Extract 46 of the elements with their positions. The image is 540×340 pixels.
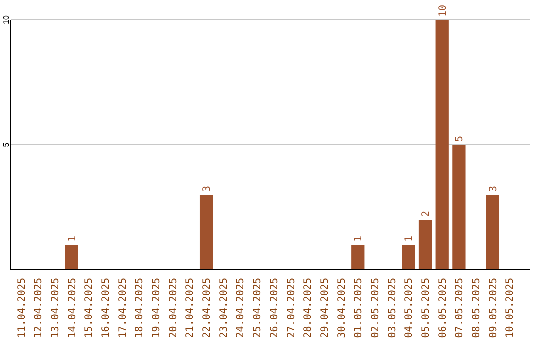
bar [352, 245, 365, 270]
x-tick-label: 17.04.2025 [118, 278, 129, 338]
x-tick-label: 23.04.2025 [218, 278, 230, 338]
x-tick-label: 25.04.2025 [252, 278, 264, 338]
x-tick-label: 09.05.2025 [488, 278, 500, 338]
x-tick-label: 20.04.2025 [168, 278, 180, 338]
x-tick-label: 30.04.2025 [336, 278, 348, 338]
x-tick-label: 11.04.2025 [16, 278, 28, 338]
bar [65, 245, 78, 270]
x-tick-label: 19.04.2025 [152, 278, 163, 338]
data-label: 1 [354, 236, 365, 242]
x-tick-label: 14.04.2025 [67, 278, 78, 338]
x-tick-label: 28.04.2025 [303, 278, 314, 338]
x-tick-label: 24.04.2025 [236, 278, 247, 338]
x-tick-label: 18.04.2025 [134, 278, 146, 338]
data-label: 2 [421, 210, 432, 217]
bar [418, 220, 432, 270]
x-tick-label: 02.05.2025 [370, 278, 382, 338]
data-label: 5 [454, 136, 466, 142]
x-tick-label: 22.04.2025 [202, 278, 214, 338]
x-tick-label: 13.04.2025 [50, 278, 62, 338]
bar [402, 245, 416, 270]
data-label: 3 [202, 186, 214, 192]
data-label: 10 [438, 4, 449, 17]
data-label: 3 [488, 186, 500, 192]
x-tick-label: 21.04.2025 [185, 278, 196, 338]
data-label: 1 [67, 236, 78, 242]
bar [200, 195, 214, 270]
x-tick-label: 10.05.2025 [505, 278, 516, 338]
bar [486, 195, 500, 270]
x-tick-label: 06.05.2025 [438, 278, 449, 338]
bar [452, 145, 466, 270]
x-tick-label: 15.04.2025 [84, 278, 96, 338]
bar [436, 20, 449, 270]
x-tick-label: 16.04.2025 [100, 278, 112, 338]
x-tick-label: 05.05.2025 [421, 278, 432, 338]
x-tick-label: 07.05.2025 [454, 278, 466, 338]
x-tick-label: 04.05.2025 [404, 278, 416, 338]
x-tick-label: 27.04.2025 [286, 278, 298, 338]
x-tick-label: 03.05.2025 [387, 278, 398, 338]
x-tick-label: 01.05.2025 [354, 278, 365, 338]
x-tick-label: 26.04.2025 [269, 278, 280, 338]
x-tick-label: 29.04.2025 [320, 278, 331, 338]
x-tick-label: 08.05.2025 [472, 278, 483, 338]
data-label: 1 [404, 236, 416, 242]
x-tick-label: 12.04.2025 [34, 278, 45, 338]
